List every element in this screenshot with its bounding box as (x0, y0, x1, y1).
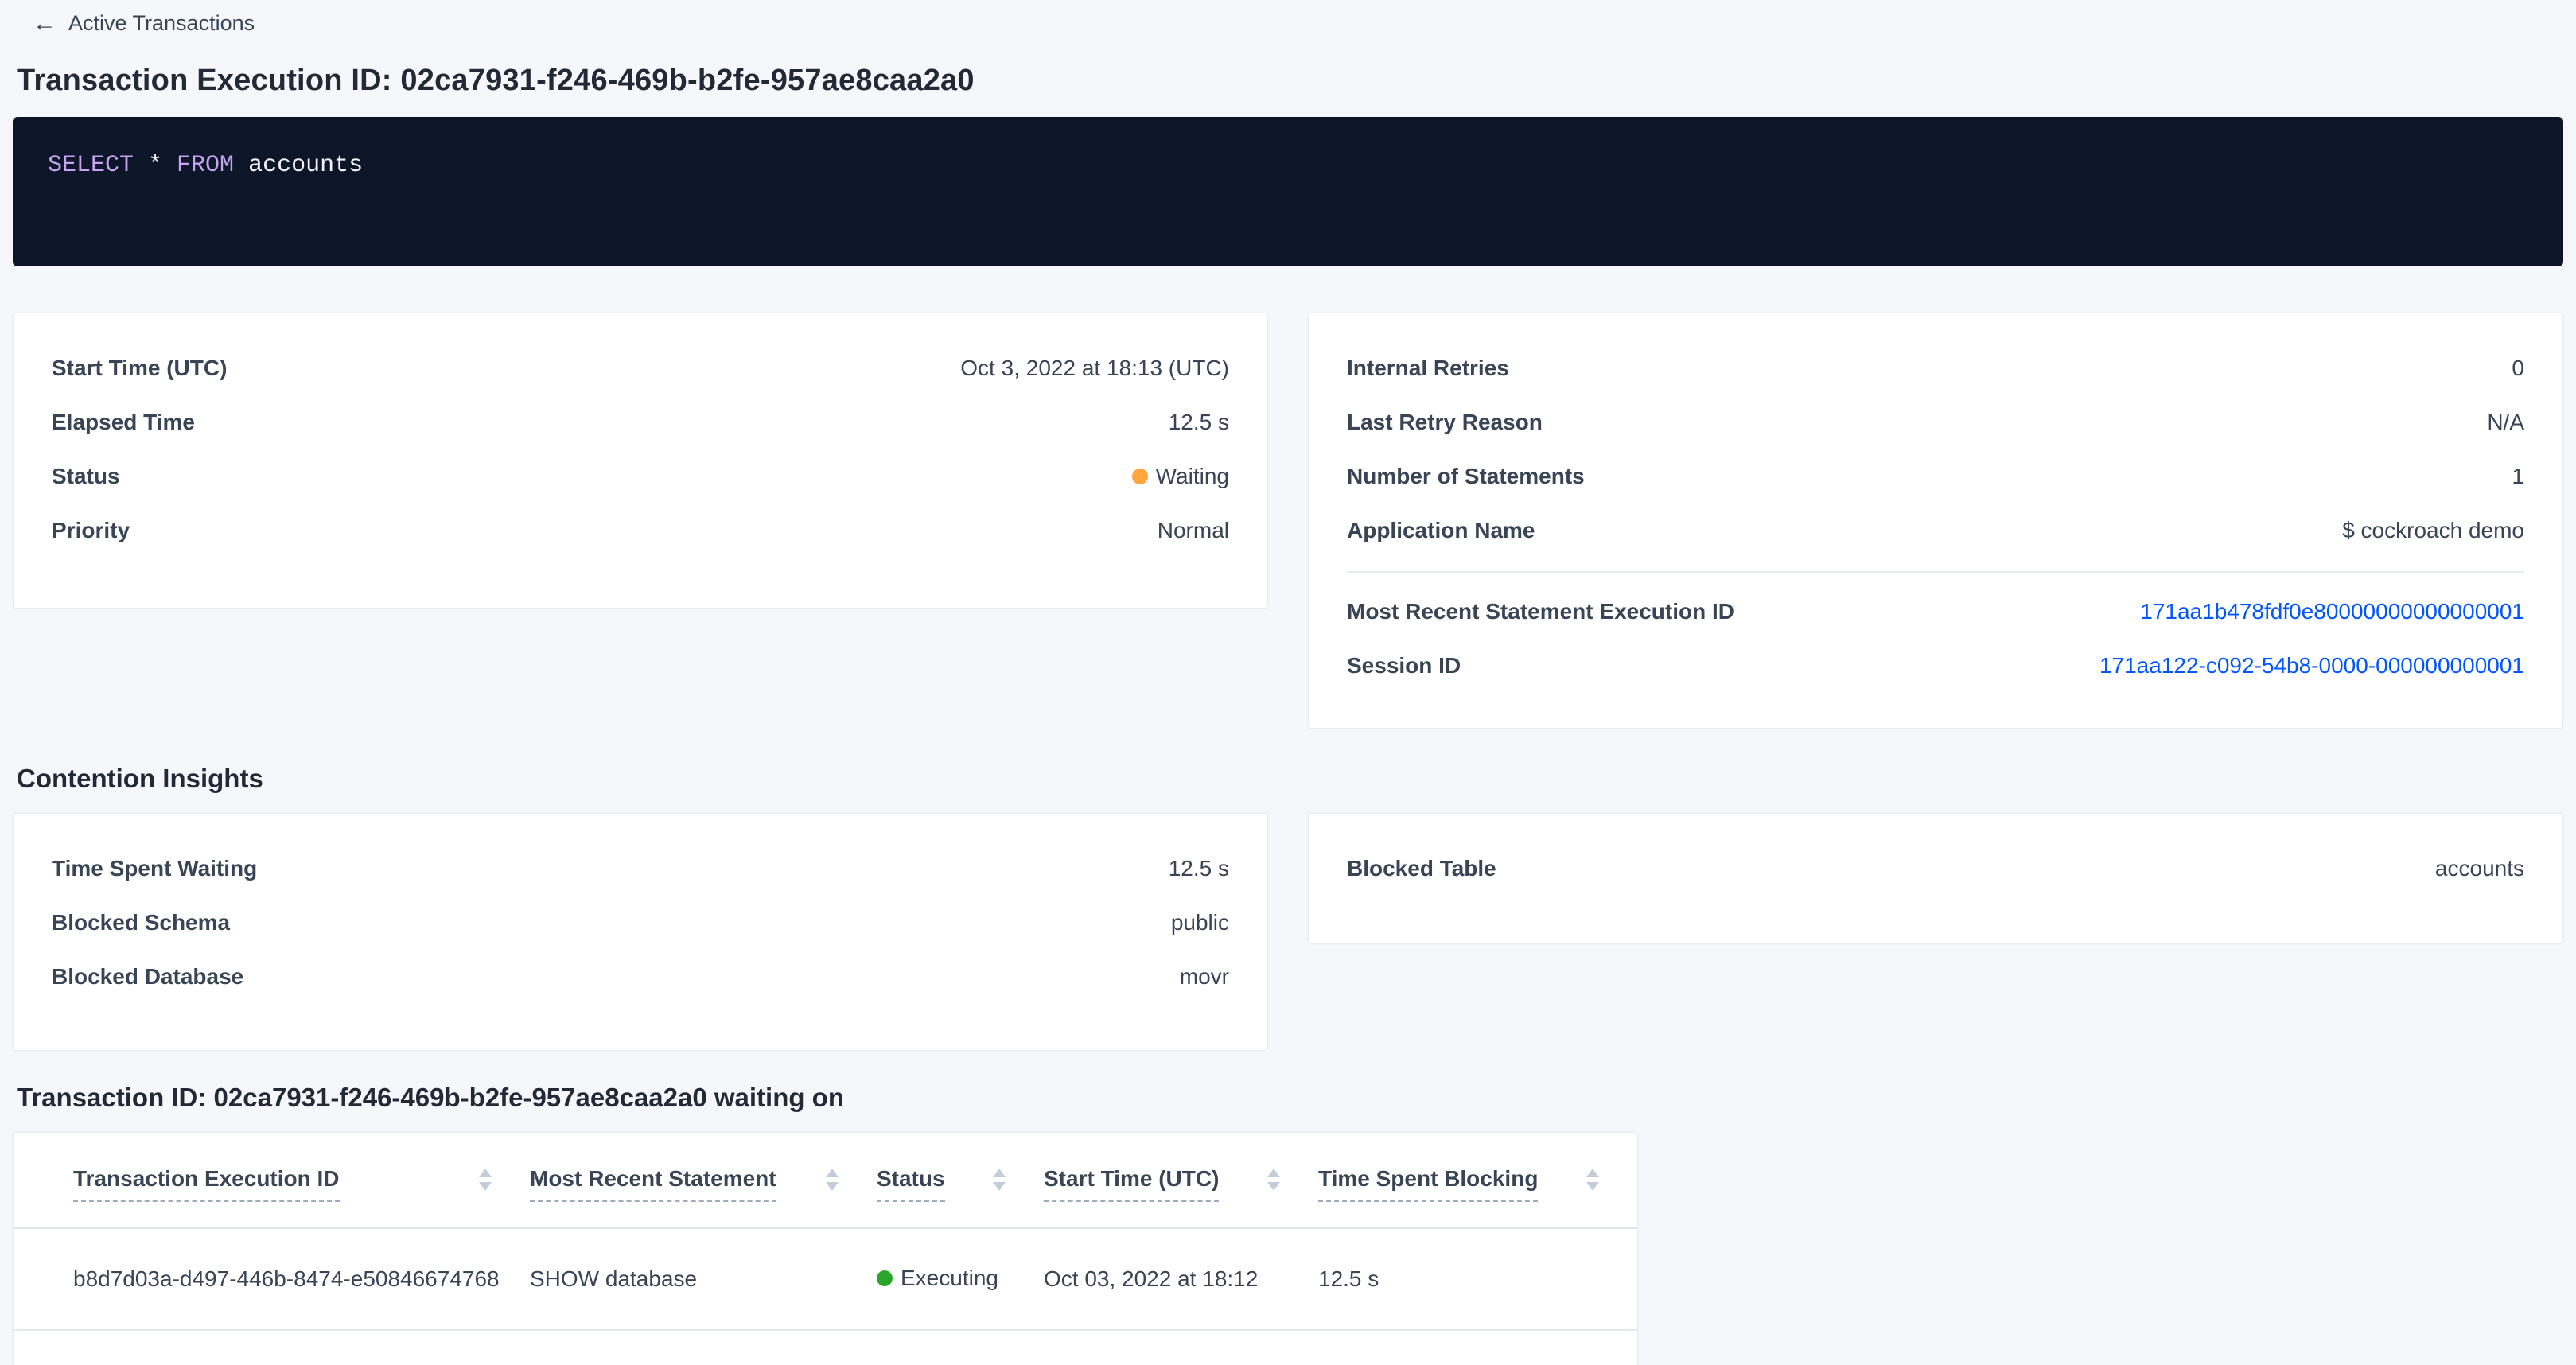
column-header-status[interactable]: Status (877, 1132, 1044, 1229)
column-label: Status (877, 1167, 945, 1202)
sql-text: accounts (234, 151, 364, 179)
summary-card-right: Internal Retries 0 Last Retry Reason N/A… (1308, 312, 2563, 729)
summary-row: Number of Statements 1 (1347, 463, 2524, 490)
row-label: Number of Statements (1347, 463, 1585, 488)
column-header-most-recent-statement[interactable]: Most Recent Statement (530, 1132, 877, 1229)
application-name-value: $ cockroach demo (2342, 517, 2524, 542)
status-waiting-dot-icon (1131, 468, 1148, 484)
contention-insights-heading: Contention Insights (17, 763, 263, 793)
cell-status: Executing (877, 1227, 1044, 1331)
summary-row: Start Time (UTC) Oct 3, 2022 at 18:13 (U… (52, 355, 1229, 382)
cell-time-spent-blocking: 12.5 s (1318, 1227, 1637, 1331)
status-text: Waiting (1155, 463, 1229, 488)
contention-row: Blocked Table accounts (1347, 855, 2524, 882)
column-header-start-time[interactable]: Start Time (UTC) (1044, 1132, 1318, 1229)
contention-card-right: Blocked Table accounts (1308, 812, 2563, 944)
start-time-value: Oct 3, 2022 at 18:13 (UTC) (960, 355, 1229, 380)
elapsed-time-value: 12.5 s (1168, 409, 1229, 434)
summary-row: Elapsed Time 12.5 s (52, 409, 1229, 436)
internal-retries-value: 0 (2512, 355, 2524, 380)
column-label: Start Time (UTC) (1044, 1167, 1220, 1202)
summary-row: Most Recent Statement Execution ID 171aa… (1347, 598, 2524, 625)
status-executing-dot-icon (877, 1270, 893, 1286)
blocked-schema-value: public (1170, 909, 1229, 935)
column-label: Transaction Execution ID (73, 1167, 340, 1202)
summary-row: Internal Retries 0 (1347, 355, 2524, 382)
sql-text: * (134, 151, 177, 179)
contention-row: Blocked Schema public (52, 909, 1229, 936)
sql-statement: SELECT * FROM accounts (48, 152, 2528, 179)
sort-icon[interactable] (479, 1169, 492, 1191)
sort-icon[interactable] (826, 1169, 839, 1191)
blocked-table-value: accounts (2434, 855, 2524, 881)
cell-start-time: Oct 03, 2022 at 18:12 (1044, 1227, 1318, 1331)
table-row: b8d7d03a-d497-446b-8474-e50846674768 SHO… (14, 1227, 1637, 1331)
card-divider (1347, 570, 2524, 573)
contention-grid: Time Spent Waiting 12.5 s Blocked Schema… (13, 812, 2563, 1051)
sort-icon[interactable] (993, 1169, 1006, 1191)
sql-keyword: SELECT (48, 151, 134, 179)
column-label: Time Spent Blocking (1318, 1167, 1539, 1202)
status-value: Waiting (1131, 463, 1229, 490)
summary-grid: Start Time (UTC) Oct 3, 2022 at 18:13 (U… (13, 312, 2563, 729)
column-header-transaction-execution-id[interactable]: Transaction Execution ID (14, 1132, 530, 1229)
row-label: Start Time (UTC) (52, 355, 228, 380)
back-arrow-icon: ← (33, 10, 56, 37)
contention-row: Blocked Database movr (52, 963, 1229, 990)
summary-row: Priority Normal (52, 517, 1229, 544)
statement-execution-id-link[interactable]: 171aa1b478fdf0e80000000000000001 (2140, 598, 2524, 624)
breadcrumb-label: Active Transactions (68, 11, 255, 35)
summary-row: Session ID 171aa122-c092-54b8-0000-00000… (1347, 652, 2524, 679)
waiting-on-table-card: Transaction Execution ID Most Recent Sta… (13, 1131, 1638, 1365)
sort-icon[interactable] (1267, 1169, 1280, 1191)
number-of-statements-value: 1 (2512, 463, 2524, 488)
cell-most-recent-statement: SHOW database (530, 1227, 877, 1331)
row-label: Blocked Table (1347, 855, 1496, 881)
row-label: Status (52, 463, 120, 488)
row-label: Time Spent Waiting (52, 855, 258, 881)
summary-row: Status Waiting (52, 463, 1229, 490)
status-text: Executing (901, 1266, 998, 1290)
sql-statement-box: SELECT * FROM accounts (13, 116, 2563, 266)
session-id-link[interactable]: 171aa122-c092-54b8-0000-000000000001 (2099, 652, 2524, 678)
row-label: Blocked Schema (52, 909, 231, 935)
row-label: Application Name (1347, 517, 1535, 542)
sql-keyword: FROM (177, 151, 235, 179)
sort-icon[interactable] (1586, 1169, 1599, 1191)
row-label: Priority (52, 517, 130, 542)
waiting-on-table: Transaction Execution ID Most Recent Sta… (14, 1132, 1637, 1331)
blocked-database-value: movr (1179, 963, 1229, 989)
time-spent-waiting-value: 12.5 s (1168, 855, 1229, 881)
row-label: Internal Retries (1347, 355, 1509, 380)
page-title: Transaction Execution ID: 02ca7931-f246-… (17, 63, 975, 97)
summary-row: Application Name $ cockroach demo (1347, 517, 2524, 544)
priority-value: Normal (1157, 517, 1229, 542)
column-header-time-spent-blocking[interactable]: Time Spent Blocking (1318, 1132, 1637, 1229)
row-label: Last Retry Reason (1347, 409, 1543, 434)
table-header-row: Transaction Execution ID Most Recent Sta… (14, 1132, 1637, 1229)
column-label: Most Recent Statement (530, 1167, 776, 1202)
breadcrumb-back-link[interactable]: ← Active Transactions (33, 11, 255, 36)
cell-transaction-execution-id: b8d7d03a-d497-446b-8474-e50846674768 (14, 1227, 530, 1331)
waiting-on-heading: Transaction ID: 02ca7931-f246-469b-b2fe-… (17, 1082, 844, 1112)
row-label: Blocked Database (52, 963, 244, 989)
row-label: Session ID (1347, 652, 1461, 678)
contention-card-left: Time Spent Waiting 12.5 s Blocked Schema… (13, 812, 1268, 1051)
summary-row: Last Retry Reason N/A (1347, 409, 2524, 436)
summary-card-left: Start Time (UTC) Oct 3, 2022 at 18:13 (U… (13, 312, 1268, 609)
contention-row: Time Spent Waiting 12.5 s (52, 855, 1229, 882)
last-retry-reason-value: N/A (2487, 409, 2524, 434)
row-label: Elapsed Time (52, 409, 196, 434)
row-label: Most Recent Statement Execution ID (1347, 598, 1734, 624)
